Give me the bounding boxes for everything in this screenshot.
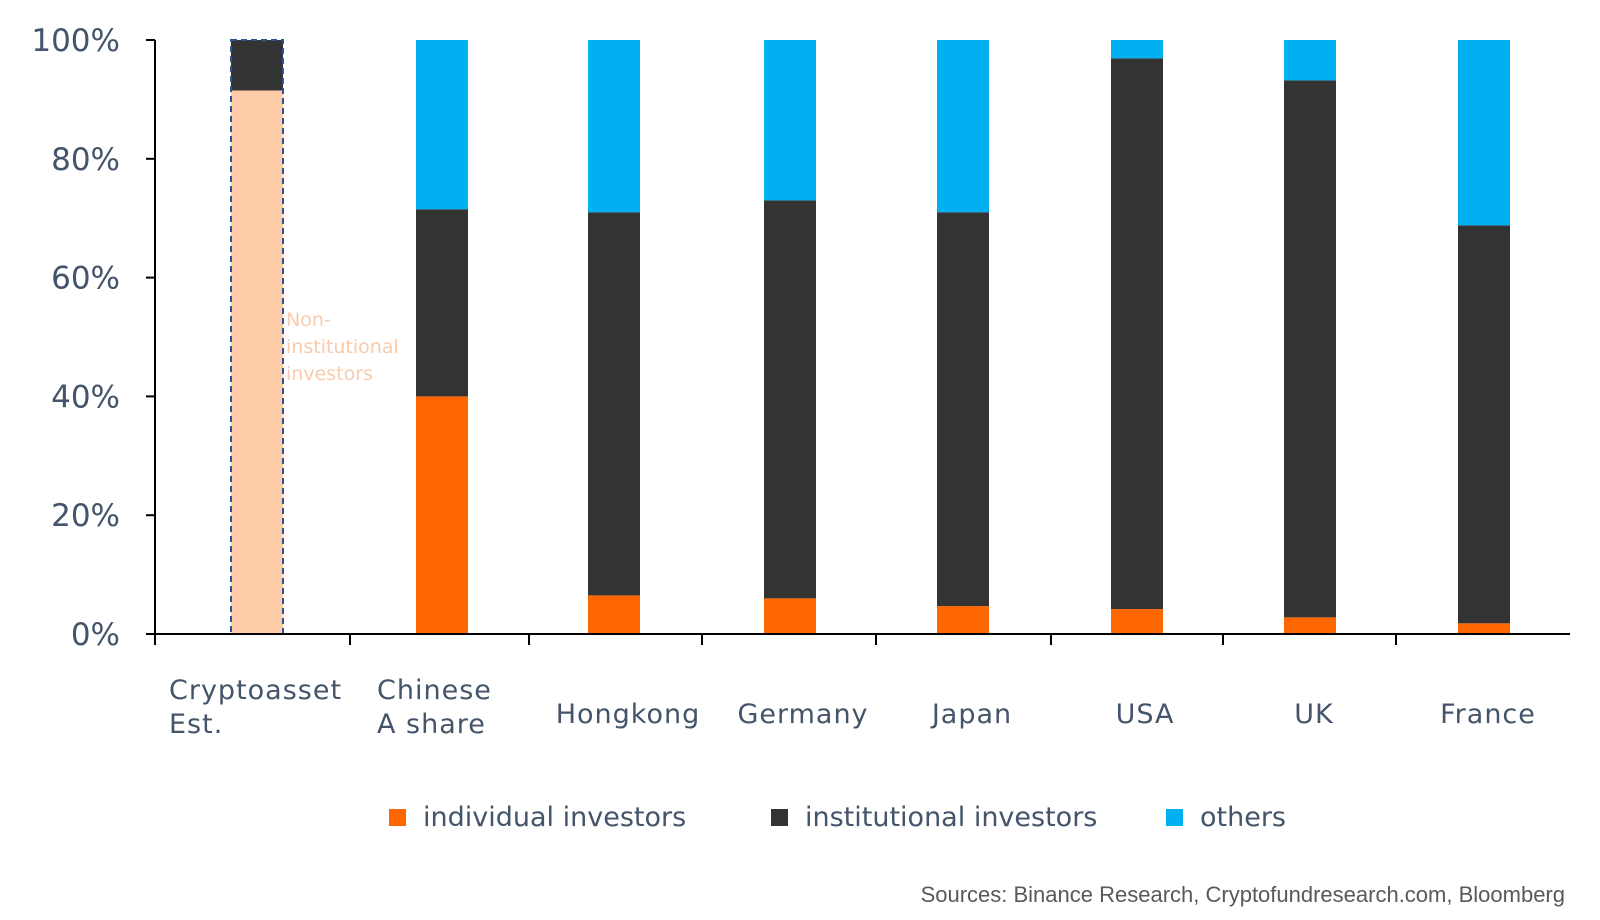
bar-segment-1-1 (416, 209, 468, 397)
y-tick-label-2: 40% (51, 379, 120, 415)
bar-segment-0-7 (1458, 623, 1510, 634)
annotation-non-institutional: Non-institutional investors (286, 309, 399, 385)
category-label-1: Chinese A share (377, 675, 492, 740)
bar-segment-0-6 (1284, 617, 1336, 634)
category-label-3: Germany (737, 699, 868, 730)
bar-segment-1-4 (937, 212, 989, 607)
category-label-6: UK (1294, 699, 1334, 730)
y-tick-labels: 0% 20% 40% 60% 80% 100% (31, 23, 120, 653)
annotation-text: Non-institutional investors (286, 309, 399, 385)
bar-segment-1-6 (1284, 80, 1336, 618)
legend-swatch-1 (771, 809, 788, 826)
bar-segment-1-7 (1458, 225, 1510, 624)
bar-segment-2-5 (1111, 40, 1163, 59)
bar-segment-0-4 (937, 606, 989, 634)
y-tick-label-0: 0% (71, 617, 120, 653)
bar-segment-2-1 (416, 40, 468, 210)
axes-group (146, 39, 1570, 645)
legend-label-1: institutional investors (805, 802, 1097, 833)
bar-segment-0-2 (588, 595, 640, 634)
bar-segment-2-6 (1284, 40, 1336, 81)
category-label-2: Hongkong (556, 699, 701, 730)
y-tick-label-3: 60% (51, 261, 120, 297)
legend: individual investors institutional invest… (389, 802, 1286, 833)
bar-segment-1-2 (588, 212, 640, 596)
bar-segment-1-0 (231, 40, 283, 91)
legend-label-0: individual investors (423, 802, 686, 833)
y-tick-label-4: 80% (51, 142, 120, 178)
category-label-5: USA (1116, 699, 1175, 730)
legend-swatch-0 (389, 809, 406, 826)
category-label-0: Cryptoasset Est. (169, 675, 342, 740)
bar-segment-0-1 (416, 396, 468, 634)
bar-segment-2-7 (1458, 40, 1510, 226)
bar-non-institutional-0 (231, 90, 283, 635)
bar-segment-2-3 (764, 40, 816, 201)
category-label-7: France (1440, 699, 1536, 730)
category-labels: Cryptoasset Est. Chinese A share Hongkong Ger… (169, 675, 1536, 740)
y-tick-label-1: 20% (51, 498, 120, 534)
bar-segment-1-3 (764, 200, 816, 599)
bar-segment-2-4 (937, 40, 989, 213)
legend-swatch-2 (1166, 809, 1183, 826)
legend-label-2: others (1200, 802, 1286, 833)
bar-segment-0-5 (1111, 609, 1163, 634)
bar-segment-1-5 (1111, 58, 1163, 610)
bar-segment-0-3 (764, 598, 816, 634)
source-note: Sources: Binance Research, Cryptofundres… (921, 882, 1565, 907)
bar-segment-2-2 (588, 40, 640, 213)
bars-group (230, 39, 1510, 635)
category-label-4: Japan (930, 699, 1012, 730)
y-tick-label-5: 100% (31, 23, 120, 59)
